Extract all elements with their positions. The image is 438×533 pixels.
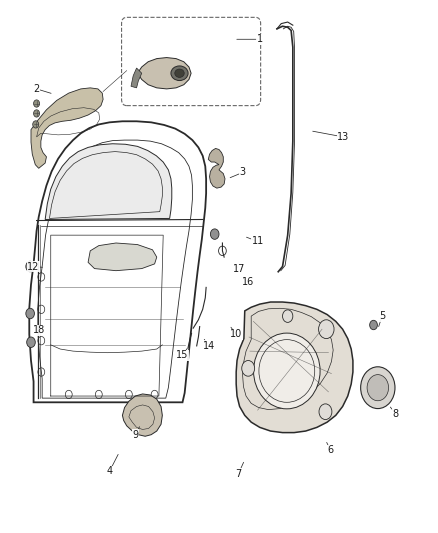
Circle shape bbox=[34, 100, 39, 107]
Ellipse shape bbox=[171, 66, 188, 80]
Ellipse shape bbox=[175, 69, 184, 77]
Text: 14: 14 bbox=[202, 341, 215, 351]
Circle shape bbox=[370, 320, 378, 330]
Polygon shape bbox=[88, 243, 157, 271]
Text: 9: 9 bbox=[132, 430, 138, 440]
Text: 1: 1 bbox=[257, 34, 263, 44]
Text: 15: 15 bbox=[177, 350, 189, 360]
Text: 3: 3 bbox=[240, 167, 246, 177]
Text: 10: 10 bbox=[230, 329, 242, 340]
Text: 6: 6 bbox=[328, 446, 334, 455]
Polygon shape bbox=[131, 68, 142, 88]
Circle shape bbox=[26, 308, 35, 319]
Circle shape bbox=[242, 360, 254, 376]
Text: 8: 8 bbox=[393, 409, 399, 419]
Circle shape bbox=[26, 261, 35, 272]
Polygon shape bbox=[45, 144, 172, 220]
Polygon shape bbox=[138, 58, 191, 89]
Text: 7: 7 bbox=[235, 469, 241, 479]
Polygon shape bbox=[31, 88, 103, 168]
Circle shape bbox=[27, 337, 35, 348]
Polygon shape bbox=[208, 149, 225, 188]
Circle shape bbox=[33, 121, 39, 128]
Circle shape bbox=[360, 367, 395, 409]
Circle shape bbox=[319, 404, 332, 419]
Circle shape bbox=[283, 310, 293, 322]
Circle shape bbox=[318, 320, 334, 338]
Text: 11: 11 bbox=[251, 237, 264, 246]
Circle shape bbox=[34, 110, 39, 117]
Text: 18: 18 bbox=[33, 325, 46, 335]
Polygon shape bbox=[236, 302, 353, 433]
Circle shape bbox=[367, 375, 389, 401]
Circle shape bbox=[210, 229, 219, 239]
Text: 5: 5 bbox=[379, 311, 385, 321]
Ellipse shape bbox=[254, 333, 320, 409]
Text: 2: 2 bbox=[33, 84, 40, 94]
Polygon shape bbox=[123, 394, 162, 436]
Text: 17: 17 bbox=[233, 264, 246, 274]
Text: 16: 16 bbox=[242, 277, 254, 287]
Text: 12: 12 bbox=[28, 262, 40, 271]
Text: 4: 4 bbox=[106, 466, 113, 477]
Text: 13: 13 bbox=[337, 132, 350, 142]
